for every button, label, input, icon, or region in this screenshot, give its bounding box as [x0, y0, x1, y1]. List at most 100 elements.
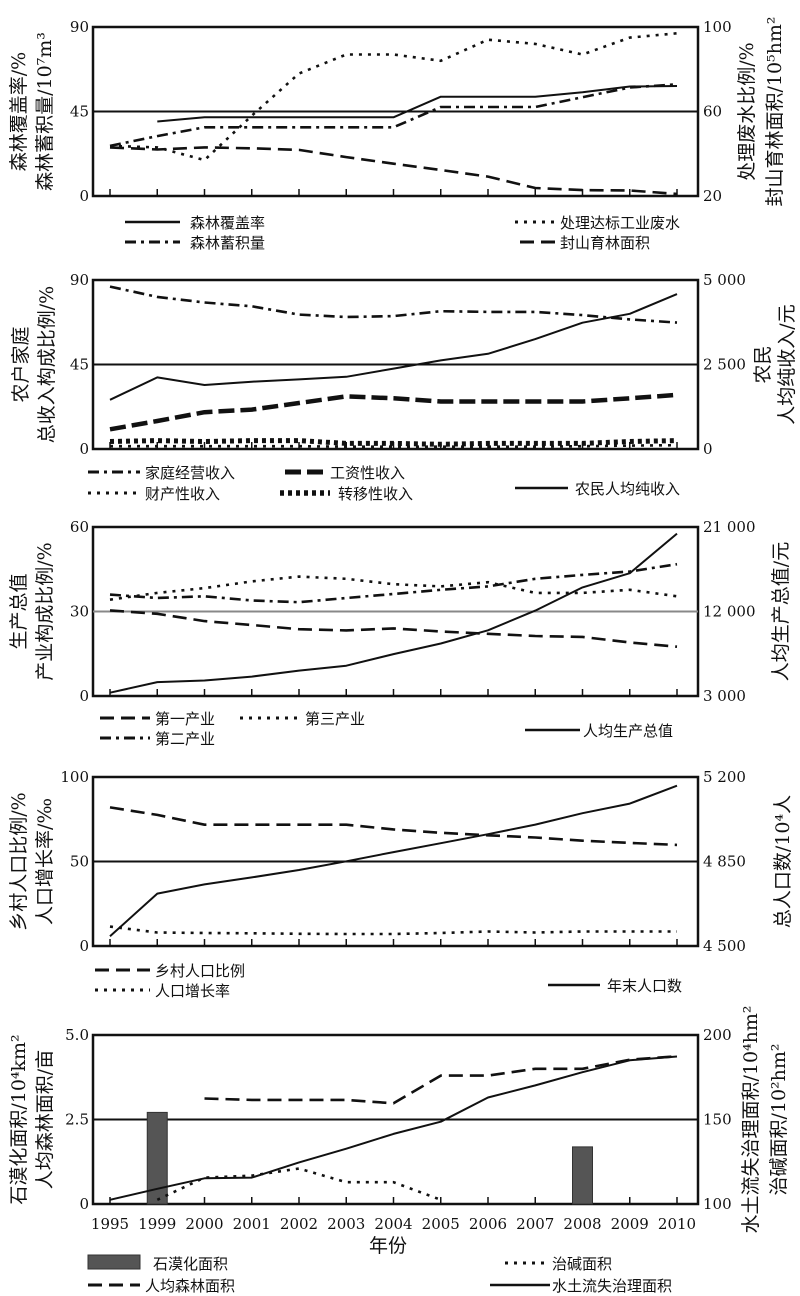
left-tick-label: 0	[79, 1195, 89, 1213]
legend-label: 转移性收入	[338, 485, 413, 503]
legend-label: 第一产业	[155, 710, 215, 728]
left-tick-label: 90	[70, 18, 89, 36]
legend-label: 工资性收入	[330, 464, 405, 482]
right-axis-label: 农民	[752, 345, 774, 383]
x-tick-label: 2009	[611, 1215, 649, 1233]
x-tick-label: 1995	[91, 1215, 129, 1233]
series-1-line	[109, 609, 678, 648]
left-tick-label: 45	[70, 103, 89, 121]
legend-label: 封山育林面积	[560, 234, 650, 252]
right-axis-label: 治碱面积/10²hm²	[768, 1043, 790, 1195]
legend-item: 乡村人口比例	[95, 962, 245, 980]
x-tick-label: 2002	[280, 1215, 318, 1233]
left-axis-label: 石漠化面积/10⁴km²	[8, 1034, 30, 1204]
right-tick-label: 2 500	[703, 356, 746, 374]
series-1-line	[109, 806, 678, 847]
legend-label: 农民人均纯收入	[575, 480, 680, 498]
right-tick-label: 0	[703, 440, 713, 458]
series-4-line	[109, 438, 678, 447]
legend-label: 年末人口数	[607, 977, 682, 995]
x-tick-label: 2005	[422, 1215, 460, 1233]
x-tick-label: 2010	[658, 1215, 696, 1233]
right-tick-label: 100	[703, 18, 732, 36]
legend-label: 财产性收入	[145, 485, 220, 503]
series-4-line	[109, 1055, 678, 1201]
x-tick-label: 2006	[469, 1215, 507, 1233]
legend-item: 家庭经营收入	[88, 464, 235, 482]
bar-2008	[572, 1146, 593, 1205]
legend-item: 水土流失治理面积	[490, 1277, 672, 1295]
series-3-line	[109, 784, 678, 938]
left-axis-label: 生产总值	[8, 573, 30, 649]
legend-item: 工资性收入	[285, 464, 405, 482]
left-tick-label: 45	[70, 356, 89, 374]
series-5-line	[109, 293, 678, 401]
legend-label: 乡村人口比例	[155, 962, 245, 980]
legend-item: 第一产业	[100, 710, 215, 728]
series-2-line	[109, 575, 678, 601]
right-tick-label: 5 200	[703, 768, 746, 786]
right-tick-label: 4 500	[703, 937, 746, 955]
left-axis-label: 人口增长率/‰	[34, 798, 56, 925]
legend-item: 年末人口数	[548, 977, 682, 995]
legend-swatch	[87, 1254, 141, 1270]
left-axis-label: 森林覆盖率/%	[8, 52, 30, 171]
left-axis-label: 乡村人口比例/%	[8, 792, 30, 930]
legend-label: 人均森林面积	[145, 1277, 235, 1295]
left-tick-label: 100	[60, 768, 89, 786]
panel-1: 0 45 90 20 60 100 森林覆盖率/% 森林蓄积量/10⁷m³ 处理废水比例/% 封山…	[8, 16, 786, 252]
legend-label: 治碱面积	[552, 1255, 612, 1273]
series-3-line	[109, 562, 678, 604]
series-2-line	[156, 1167, 442, 1202]
legend-label: 石漠化面积	[153, 1255, 228, 1273]
series-1-line	[109, 285, 678, 324]
left-tick-label: 0	[79, 687, 89, 705]
legend-item: 治碱面积	[505, 1255, 612, 1273]
panel-2: 0 45 90 0 2 500 5 000 农户家庭 总收入构成比例/% 农民 人均纯收入/元家庭…	[10, 271, 798, 503]
legend-label: 森林蓄积量	[190, 234, 265, 252]
x-axis-title: 年份	[369, 1235, 407, 1257]
right-tick-label: 4 850	[703, 853, 746, 871]
right-tick-label: 20	[703, 187, 722, 205]
right-tick-label: 100	[703, 1195, 732, 1213]
series-2-line	[109, 925, 677, 936]
series-2-line	[109, 32, 678, 162]
right-axis-label: 人均生产总值/元	[770, 542, 792, 681]
legend-item: 人口增长率	[95, 982, 230, 1000]
x-tick-label: 2000	[185, 1215, 223, 1233]
x-tick-label: 1999	[138, 1215, 176, 1233]
series-4-line	[109, 532, 678, 694]
legend-label: 第三产业	[305, 710, 365, 728]
legend-item: 财产性收入	[88, 485, 220, 503]
right-axis-label: 总人口数/10⁴人	[772, 795, 794, 928]
legend-item: 人均生产总值	[525, 722, 673, 740]
x-tick-label: 2007	[516, 1215, 554, 1233]
legend-item: 封山育林面积	[520, 234, 650, 252]
left-tick-label: 0	[79, 440, 89, 458]
legend-item: 农民人均纯收入	[515, 480, 680, 498]
legend-item: 森林覆盖率	[125, 214, 265, 232]
bar-1999	[146, 1111, 168, 1205]
legend-label: 第二产业	[155, 730, 215, 748]
legend-item: 转移性收入	[280, 485, 413, 503]
legend-label: 人均生产总值	[583, 722, 673, 740]
x-tick-label: 2004	[374, 1215, 412, 1233]
right-axis-label: 封山育林面积/10⁵hm²	[764, 16, 786, 206]
panel-3: 0 30 60 3 000 12 000 21 000 生产总值 产业构成比例/% 人均生产总值…	[8, 518, 792, 748]
series-3-line	[109, 83, 678, 148]
right-axis-label: 水土流失治理面积/10⁴hm²	[740, 1005, 762, 1233]
right-tick-label: 150	[703, 1111, 732, 1129]
left-tick-label: 50	[70, 853, 89, 871]
legend-label: 森林覆盖率	[190, 214, 265, 232]
left-tick-label: 2.5	[65, 1111, 89, 1129]
left-tick-label: 5.0	[65, 1026, 89, 1044]
right-axis-label: 人均纯收入/元	[776, 304, 798, 424]
x-tick-label: 2003	[327, 1215, 365, 1233]
legend-label: 家庭经营收入	[145, 464, 235, 482]
right-tick-label: 3 000	[703, 687, 746, 705]
series-2-line	[109, 392, 678, 432]
right-tick-label: 60	[703, 103, 722, 121]
left-axis-label: 森林蓄积量/10⁷m³	[34, 32, 56, 191]
